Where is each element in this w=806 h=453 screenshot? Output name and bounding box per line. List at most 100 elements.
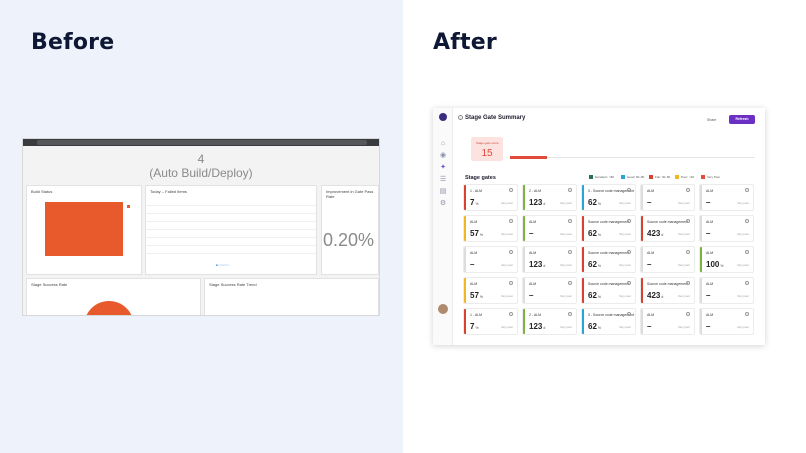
list-icon[interactable]: ☰ [439, 176, 447, 183]
stage-gate-card[interactable]: ALM – Very poor [522, 277, 577, 304]
gate-info-icon[interactable] [568, 188, 572, 192]
gate-status-stripe [641, 309, 643, 334]
gate-value: 423d [647, 291, 664, 300]
old-pager[interactable]: ■ □ □ □ □ [216, 263, 229, 267]
gate-note: Very poor [737, 263, 749, 267]
stage-gate-card[interactable]: ALM – Very poor [699, 308, 754, 335]
gate-value: 7% [470, 322, 479, 331]
stage-gate-card[interactable]: Source code management 423d Very poor [640, 277, 695, 304]
report-icon[interactable]: ▤ [439, 188, 447, 195]
stage-gate-card[interactable]: ALM 57% Very poor [463, 277, 518, 304]
stage-gate-card[interactable]: ALM – Very poor [699, 277, 754, 304]
settings-icon[interactable]: ⚙ [439, 200, 447, 207]
gate-note: Very poor [501, 325, 513, 329]
info-icon[interactable]: ◉ [439, 152, 447, 159]
gate-info-icon[interactable] [568, 281, 572, 285]
stage-gate-card[interactable]: ALM – Very poor [699, 215, 754, 242]
stage-gate-card[interactable]: 1 - ALM 7% Very poor [463, 184, 518, 211]
gate-info-icon[interactable] [627, 312, 631, 316]
stage-gate-card[interactable]: ALM – Very poor [640, 308, 695, 335]
stage-gate-card[interactable]: 2 - ALM 123d Very poor [522, 184, 577, 211]
gate-note: Very poor [501, 201, 513, 205]
avatar[interactable] [438, 304, 448, 314]
legend-swatch [621, 175, 625, 180]
stage-gate-card[interactable]: ALM – Very poor [522, 215, 577, 242]
old-card-title: Improvement in Gate Pass Rate [326, 189, 374, 199]
stage-gate-card[interactable]: ALM – Very poor [640, 246, 695, 273]
gate-info-icon[interactable] [509, 281, 513, 285]
gate-info-icon[interactable] [509, 219, 513, 223]
gate-info-icon[interactable] [627, 281, 631, 285]
refresh-button[interactable]: Refresh [729, 115, 755, 124]
stage-gate-card[interactable]: ALM 100% Very poor [699, 246, 754, 273]
gate-status-stripe [464, 309, 466, 334]
old-legend [127, 204, 132, 208]
gate-value: 100% [706, 260, 724, 269]
stage-gate-card[interactable]: 3 - Source code management 62% Very poor [581, 184, 636, 211]
share-button[interactable]: Share [707, 118, 717, 122]
score-axis [510, 157, 755, 158]
after-heading: After [433, 30, 497, 55]
gate-info-icon[interactable] [627, 219, 631, 223]
stage-gate-card[interactable]: ALM – Very poor [699, 184, 754, 211]
gate-info-icon[interactable] [509, 250, 513, 254]
gate-name: 1 - ALM [470, 189, 483, 193]
score-label: Stage gate score [476, 141, 499, 145]
gate-name: Source code management [588, 220, 630, 224]
stage-gate-card[interactable]: 1 - ALM 7% Very poor [463, 308, 518, 335]
gate-info-icon[interactable] [568, 219, 572, 223]
gate-info-icon[interactable] [509, 188, 513, 192]
stage-gate-card[interactable]: Source code management 423d Very poor [640, 215, 695, 242]
home-icon[interactable]: ⌂ [440, 140, 446, 147]
gate-value: 62% [588, 322, 602, 331]
legend-item: Good: 60–80 [621, 175, 644, 180]
table-row [146, 230, 316, 238]
gate-info-icon[interactable] [686, 250, 690, 254]
stage-gate-card[interactable]: ALM 57% Very poor [463, 215, 518, 242]
stage-gate-card[interactable]: Source code management 62% Very poor [581, 246, 636, 273]
gate-value: – [706, 198, 711, 207]
stage-gate-card[interactable]: ALM – Very poor [640, 184, 695, 211]
gate-info-icon[interactable] [745, 250, 749, 254]
gate-status-stripe [641, 185, 643, 210]
gate-name: Source code management [647, 282, 689, 286]
gate-info-icon[interactable] [568, 250, 572, 254]
stage-gate-card[interactable]: 3 - Source code management 62% Very poor [581, 308, 636, 335]
gate-info-icon[interactable] [509, 312, 513, 316]
stage-gate-card[interactable]: Source code management 62% Very poor [581, 277, 636, 304]
gate-name: ALM [647, 313, 655, 317]
gate-note: Very poor [501, 294, 513, 298]
score-value: 15 [481, 148, 493, 159]
stage-gate-card[interactable]: Source code management 62% Very poor [581, 215, 636, 242]
old-card-title: Build Status [31, 189, 53, 194]
gate-note: Very poor [619, 294, 631, 298]
stage-gate-card[interactable]: ALM – Very poor [463, 246, 518, 273]
gate-info-icon[interactable] [686, 281, 690, 285]
gate-info-icon[interactable] [745, 312, 749, 316]
old-pie [84, 301, 134, 315]
gate-info-icon[interactable] [745, 281, 749, 285]
gate-value: – [529, 229, 534, 238]
gate-info-icon[interactable] [686, 312, 690, 316]
gate-value: – [706, 322, 711, 331]
gate-info-icon[interactable] [686, 219, 690, 223]
gate-value: 123d [529, 198, 546, 207]
gate-info-icon[interactable] [686, 188, 690, 192]
stage-gate-card[interactable]: ALM 123d Very poor [522, 246, 577, 273]
gate-status-stripe [464, 247, 466, 272]
gate-note: Very poor [678, 201, 690, 205]
gate-info-icon[interactable] [745, 188, 749, 192]
gate-info-icon[interactable] [568, 312, 572, 316]
table-row [146, 246, 316, 254]
gate-info-icon[interactable] [745, 219, 749, 223]
gate-name: 2 - ALM [529, 313, 542, 317]
gate-info-icon[interactable] [627, 250, 631, 254]
stage-gate-card[interactable]: 2 - ALM 123d Very poor [522, 308, 577, 335]
gates-icon[interactable]: ✦ [440, 164, 446, 171]
table-row [146, 222, 316, 230]
gate-value: – [529, 291, 534, 300]
info-icon[interactable]: i [458, 115, 463, 120]
gate-name: 1 - ALM [470, 313, 483, 317]
gate-info-icon[interactable] [627, 188, 631, 192]
gate-value: – [647, 322, 652, 331]
